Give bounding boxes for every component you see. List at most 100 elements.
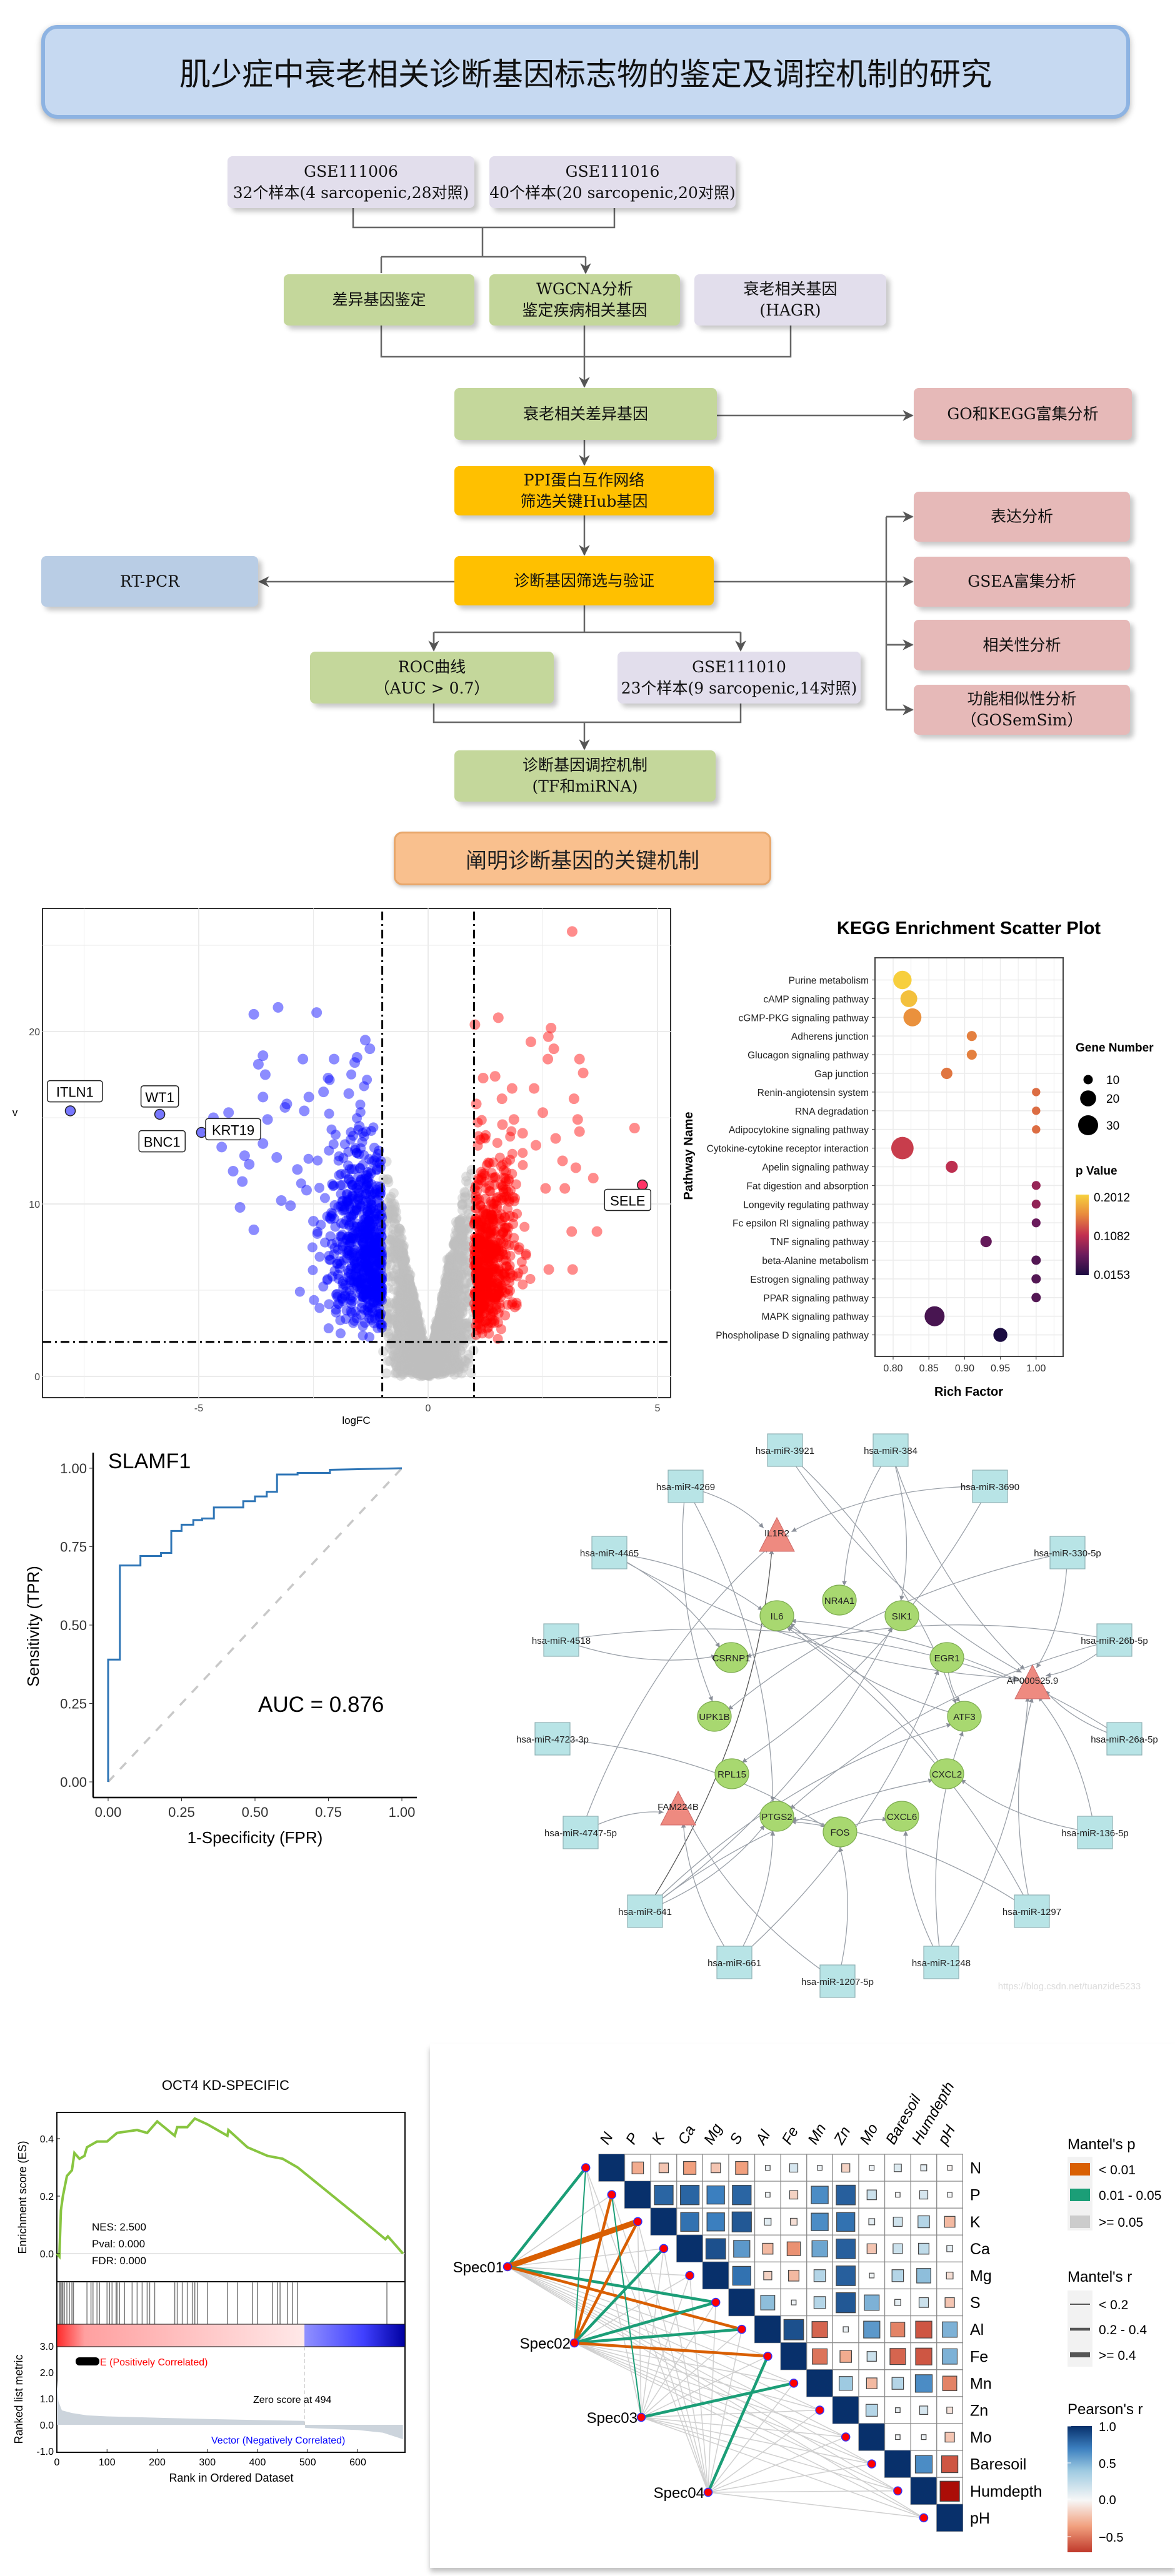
- mirna-node[interactable]: hsa-miR-4723-3p: [516, 1722, 589, 1756]
- point-down: [223, 1107, 234, 1118]
- point-ns: [426, 1355, 436, 1365]
- point-ns: [441, 1322, 452, 1333]
- point-ns: [428, 1353, 438, 1364]
- point-ns: [420, 1363, 431, 1373]
- gene-node[interactable]: CXCL2: [929, 1758, 964, 1789]
- point-ns: [412, 1344, 423, 1355]
- point-ns: [400, 1286, 411, 1297]
- point-ns: [429, 1350, 439, 1360]
- point-ns: [416, 1363, 426, 1374]
- gene-node[interactable]: IL6: [759, 1600, 794, 1631]
- mirna-node[interactable]: hsa-miR-3921: [756, 1433, 814, 1467]
- point-ns: [413, 1367, 424, 1378]
- deg-label: 差异基因鉴定: [332, 291, 426, 309]
- mirna-node[interactable]: hsa-miR-384: [864, 1433, 918, 1467]
- lncrna-node[interactable]: AP000525.9: [1007, 1664, 1059, 1699]
- point-ns: [426, 1365, 436, 1375]
- gene-node[interactable]: FOS: [822, 1816, 858, 1847]
- point-ns: [412, 1365, 423, 1375]
- mirna-node[interactable]: hsa-miR-1207-5p: [801, 1964, 874, 1998]
- point-ns: [414, 1346, 425, 1356]
- point-ns: [432, 1338, 443, 1348]
- point-ns: [418, 1359, 429, 1370]
- point-ns: [412, 1318, 422, 1328]
- point-down: [319, 1237, 330, 1248]
- point-ns: [401, 1299, 412, 1310]
- point-ns: [416, 1341, 427, 1351]
- point-up: [517, 1128, 528, 1139]
- mirna-node[interactable]: hsa-miR-3690: [961, 1470, 1019, 1503]
- point-ns: [417, 1348, 428, 1359]
- point-ns: [417, 1358, 428, 1368]
- gene-node[interactable]: UPK1B: [697, 1701, 732, 1732]
- point-ns: [412, 1348, 422, 1359]
- gene-node[interactable]: SIK1: [884, 1600, 919, 1631]
- lncrna-node[interactable]: FAM224B: [658, 1790, 699, 1826]
- point-ns: [455, 1325, 466, 1336]
- point-ns: [411, 1311, 421, 1322]
- point-ns: [446, 1290, 456, 1300]
- point-ns: [412, 1356, 423, 1367]
- point-ns: [418, 1357, 429, 1368]
- gene-node[interactable]: ATF3: [947, 1701, 982, 1732]
- mirna-node[interactable]: hsa-miR-4269: [656, 1470, 715, 1503]
- gene-node[interactable]: EGR1: [929, 1642, 964, 1673]
- mirna-node[interactable]: hsa-miR-26b-5p: [1081, 1623, 1148, 1657]
- point-ns: [412, 1350, 422, 1360]
- point-ns: [435, 1321, 446, 1332]
- correlation-square: [947, 2165, 952, 2171]
- hagr-label: 衰老相关基因: [743, 280, 838, 299]
- gene-node[interactable]: NR4A1: [822, 1584, 857, 1616]
- point-ns: [399, 1274, 410, 1285]
- mirna-node[interactable]: hsa-miR-26a-5p: [1091, 1722, 1158, 1756]
- lncrna-node[interactable]: IL1R2: [759, 1516, 795, 1552]
- point-ns: [456, 1256, 467, 1266]
- mirna-node[interactable]: hsa-miR-4518: [532, 1623, 591, 1657]
- point-ns: [428, 1357, 439, 1368]
- point-ns: [436, 1345, 447, 1355]
- point-ns: [436, 1308, 446, 1319]
- point-ns: [421, 1360, 432, 1370]
- mirna-node[interactable]: hsa-miR-1248: [912, 1946, 971, 1979]
- point-ns: [402, 1285, 412, 1295]
- point-ns: [431, 1326, 442, 1337]
- pathway-point: [893, 970, 912, 990]
- mirna-node[interactable]: hsa-miR-661: [708, 1946, 761, 1979]
- gene-node[interactable]: PTGS2: [759, 1801, 794, 1832]
- mirna-node[interactable]: hsa-miR-641: [618, 1894, 672, 1928]
- gene-node[interactable]: RPL15: [714, 1758, 749, 1789]
- point-ns: [394, 1228, 404, 1239]
- point-ns: [434, 1340, 445, 1351]
- point-ns: [420, 1360, 431, 1370]
- point-ns: [402, 1302, 413, 1313]
- network-edge: [842, 1450, 891, 1586]
- point-ns: [444, 1285, 454, 1295]
- point-ns: [449, 1354, 459, 1365]
- point-ns: [439, 1328, 449, 1338]
- point-ns: [412, 1326, 422, 1336]
- mirna-node[interactable]: hsa-miR-1297: [1002, 1894, 1061, 1928]
- gene-node[interactable]: CXCL6: [884, 1801, 919, 1832]
- point-ns: [439, 1316, 450, 1327]
- point-up: [473, 1131, 484, 1141]
- point-ns: [464, 1200, 475, 1211]
- point-ns: [393, 1347, 404, 1358]
- gosemsim-sub: （GOSemSim）: [961, 711, 1083, 729]
- mirna-node[interactable]: hsa-miR-136-5p: [1061, 1816, 1129, 1849]
- pathway-point: [1031, 1218, 1041, 1228]
- point-ns: [442, 1341, 452, 1351]
- point-ns: [398, 1251, 408, 1261]
- point-ns: [422, 1368, 433, 1378]
- point-ns: [445, 1356, 456, 1366]
- point-ns: [420, 1363, 431, 1374]
- gene-node[interactable]: CSRNP1: [712, 1642, 751, 1673]
- point-ns: [408, 1311, 418, 1321]
- point-ns: [418, 1363, 429, 1373]
- point-ns: [444, 1328, 455, 1338]
- size-legend-title: Gene Number: [1076, 1042, 1154, 1055]
- mirna-node[interactable]: hsa-miR-330-5p: [1034, 1536, 1101, 1569]
- point-down: [367, 1283, 378, 1293]
- point-ns: [439, 1355, 450, 1365]
- point-ns: [426, 1360, 436, 1371]
- point-ns: [428, 1350, 439, 1361]
